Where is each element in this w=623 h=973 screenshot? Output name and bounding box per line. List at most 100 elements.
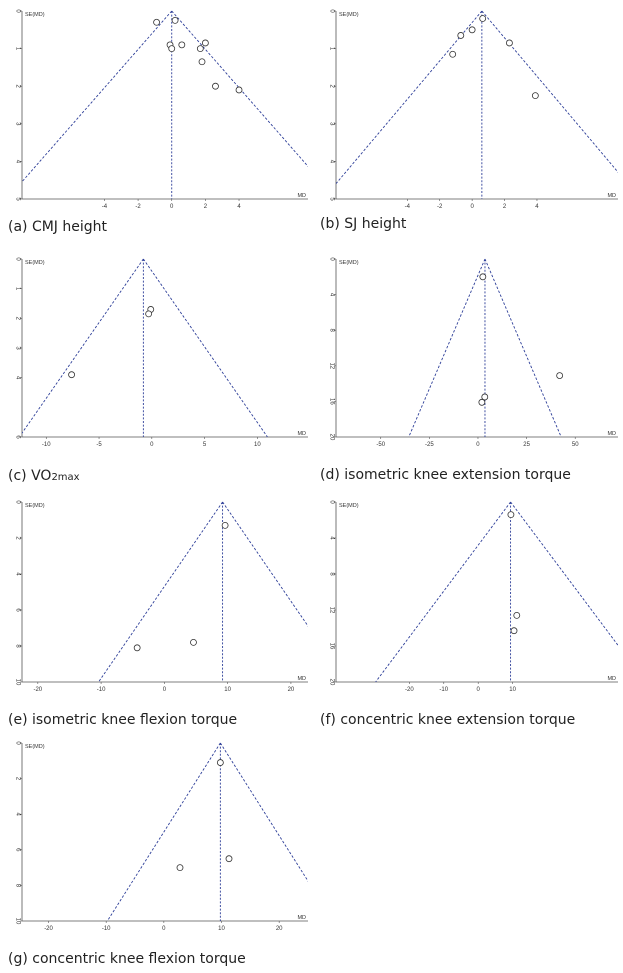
funnel-group (22, 10, 308, 183)
study-point (506, 39, 513, 47)
funnel-left-boundary (22, 10, 173, 183)
caption-e-prefix: (e) (8, 712, 32, 728)
caption-a-prefix: (a) (8, 219, 32, 235)
y-axis-label: SE(MD) (339, 503, 359, 509)
caption-e-text: isometric knee flexion torque (32, 712, 238, 728)
funnel-right-boundary (510, 501, 618, 647)
y-tick-label: 6 (14, 435, 20, 439)
y-tick-label: 2 (14, 777, 20, 781)
study-point (216, 759, 224, 766)
study-point (449, 50, 457, 58)
x-tick-label: 0 (476, 442, 480, 448)
y-axis-label: SE(MD) (25, 503, 45, 509)
funnel-plot-g-svg: 0 2 4 6 8 10 -20 -10 0 10 20 SE(MD) MD (14, 741, 308, 932)
y-tick-label: 4 (14, 813, 20, 817)
y-axis-label: SE(MD) (25, 12, 45, 18)
funnel-plot-b-svg: 0 1 2 3 4 5 -4 -2 0 2 4 SE(MD) MD (328, 9, 618, 210)
study-point (196, 45, 204, 52)
y-tick-label: 6 (14, 848, 20, 852)
x-axis-label: MD (297, 676, 306, 682)
funnel-group (408, 258, 562, 437)
x-tick-label: 10 (509, 687, 516, 693)
y-tick-label: 8 (328, 329, 334, 333)
y-tick-label: 4 (14, 572, 20, 576)
x-tick-label: 0 (477, 687, 481, 693)
funnel-plot-e-svg: 0 2 4 6 8 10 -20 -10 0 10 20 SE(MD) MD (14, 500, 308, 693)
x-tick-label: 4 (237, 204, 241, 210)
funnel-right-boundary (171, 10, 308, 168)
x-tick-label: -10 (439, 687, 448, 693)
y-tick-label: 16 (328, 643, 334, 650)
caption-f-prefix: (f) (320, 712, 341, 728)
funnel-right-boundary (222, 501, 308, 627)
x-tick-label: -4 (405, 204, 411, 210)
x-tick-label: -50 (376, 442, 385, 448)
caption-b-text: SJ height (344, 216, 407, 232)
y-tick-label: 4 (14, 160, 20, 164)
y-tick-label: 12 (328, 362, 334, 369)
y-tick-label: 2 (14, 536, 20, 540)
y-tick-label: 0 (14, 741, 20, 745)
study-point (478, 398, 486, 406)
x-tick-label: 2 (204, 204, 208, 210)
study-point (221, 521, 229, 529)
x-tick-label: -10 (102, 926, 111, 932)
x-tick-label: 0 (170, 204, 174, 210)
y-tick-label: 0 (328, 500, 334, 504)
study-point (507, 511, 515, 518)
y-tick-label: 12 (328, 607, 334, 614)
x-tick-label: -20 (33, 687, 42, 693)
x-tick-label: 25 (523, 442, 530, 448)
y-tick-label: 3 (14, 122, 20, 126)
funnel-group (336, 10, 618, 185)
study-point (201, 39, 209, 47)
study-point (178, 41, 186, 49)
study-point (556, 372, 564, 379)
study-point (479, 273, 487, 281)
y-tick-label: 20 (328, 434, 334, 441)
funnel-left-boundary (408, 258, 486, 437)
y-tick-label: 6 (14, 608, 20, 612)
funnel-left-boundary (106, 742, 221, 921)
x-tick-label: -2 (135, 204, 141, 210)
funnel-plot-c-svg: 0 1 2 3 4 6 -10 -5 0 5 10 SE(MD) MD (14, 257, 308, 448)
caption-c: (c) VO2max (8, 468, 80, 484)
x-tick-label: -20 (405, 687, 414, 693)
caption-d: (d) isometric knee extension torque (320, 467, 571, 483)
funnel-plot-d-svg: 0 4 8 12 16 20 -50 -25 0 25 50 SE(MD) MD (328, 257, 618, 448)
x-axis-label: MD (607, 676, 616, 682)
study-point (531, 92, 539, 99)
caption-d-prefix: (d) (320, 467, 345, 483)
x-tick-label: 10 (224, 687, 231, 693)
x-axis-label: MD (297, 193, 306, 199)
caption-g: (g) concentric knee flexion torque (8, 951, 246, 967)
study-point (168, 45, 176, 52)
caption-e: (e) isometric knee flexion torque (8, 712, 237, 728)
y-tick-label: 3 (14, 346, 20, 350)
y-tick-label: 10 (14, 679, 20, 686)
study-point (153, 18, 160, 26)
y-tick-label: 8 (14, 884, 20, 888)
y-tick-label: 8 (328, 572, 334, 576)
y-tick-label: 4 (328, 536, 334, 540)
x-tick-label: -2 (437, 204, 443, 210)
funnel-right-boundary (219, 742, 308, 882)
study-point (235, 86, 243, 94)
caption-a: (a) CMJ height (8, 219, 107, 235)
funnel-right-boundary (142, 258, 268, 437)
caption-g-prefix: (g) (8, 951, 33, 967)
x-tick-label: 0 (470, 204, 474, 210)
y-axis-label: SE(MD) (339, 12, 359, 18)
x-axis-label: MD (607, 431, 616, 437)
caption-d-text: isometric knee extension torque (344, 467, 571, 483)
y-tick-label: 0 (14, 500, 20, 504)
caption-c-prefix: (c) (8, 468, 32, 484)
x-tick-label: 50 (572, 442, 579, 448)
funnel-right-boundary (481, 10, 618, 173)
y-axis-label: SE(MD) (25, 744, 45, 750)
funnel-left-boundary (22, 258, 144, 434)
funnel-group (22, 258, 268, 437)
x-tick-label: 10 (254, 442, 261, 448)
study-point (171, 16, 179, 24)
y-tick-label: 4 (14, 376, 20, 380)
